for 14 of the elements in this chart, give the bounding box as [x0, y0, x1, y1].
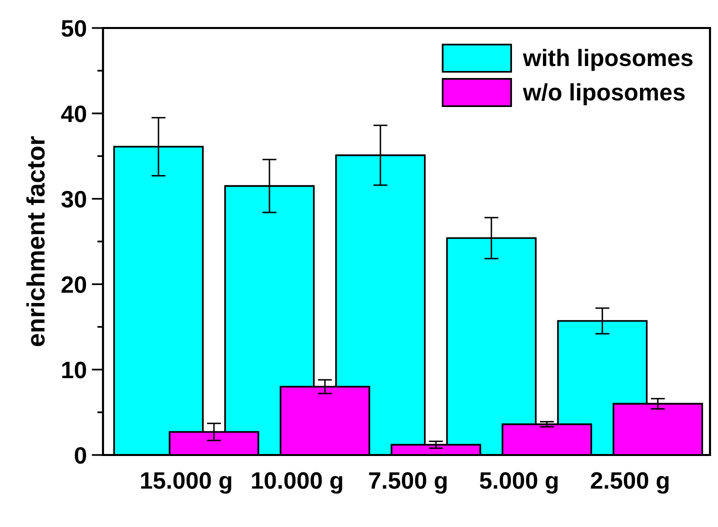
- x-tick-label: 2.500 g: [590, 472, 669, 494]
- y-tick-label: 10: [62, 362, 86, 378]
- legend-label: w/o liposomes: [522, 83, 685, 106]
- y-tick-label: 20: [62, 276, 86, 293]
- x-tick-label: 10.000 g: [252, 472, 342, 494]
- y-axis-title: enrichment factor: [26, 136, 45, 346]
- y-tick-label: 30: [61, 190, 86, 208]
- y-tick-label: 40: [61, 105, 86, 122]
- x-tick-label: 7.500 g: [369, 472, 447, 494]
- y-tick-label: 50: [61, 20, 86, 37]
- x-tick-label: 15.000 g: [141, 472, 232, 494]
- legend-label: with liposomes: [522, 48, 693, 71]
- y-tick-label: 0: [74, 447, 86, 464]
- x-tick-label: 5.000 g: [480, 472, 558, 494]
